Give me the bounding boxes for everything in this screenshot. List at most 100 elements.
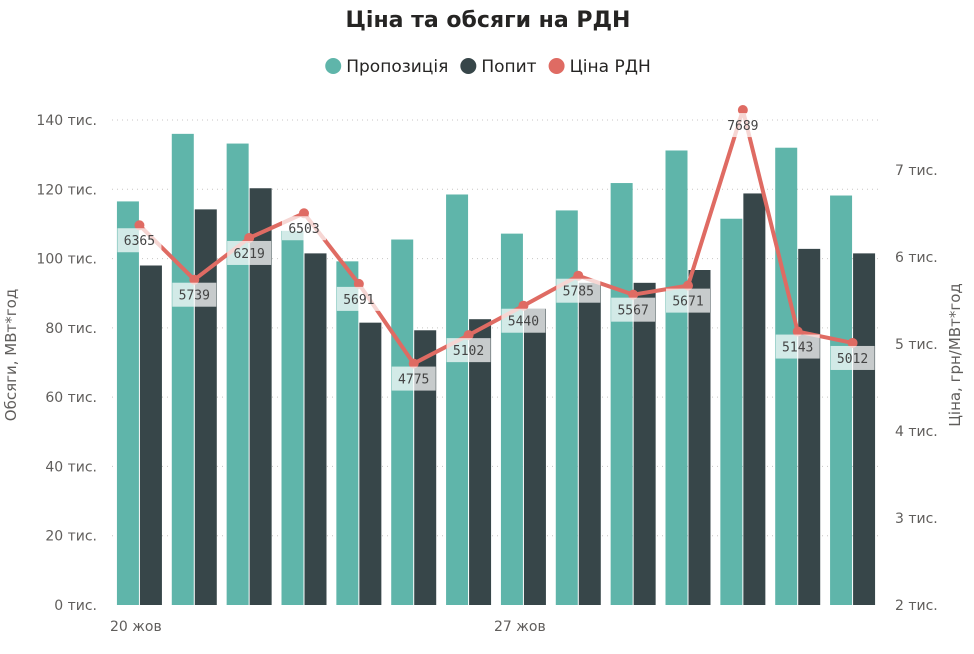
price-label-8: 5440	[508, 315, 539, 330]
bar-supply-14	[830, 195, 853, 605]
bar-demand-2	[194, 209, 217, 605]
price-label-1: 6365	[124, 234, 155, 249]
price-point-13	[792, 326, 803, 337]
price-line-layer	[134, 105, 858, 369]
bar-supply-13	[775, 147, 798, 605]
y-left-tick-label-1: 20 тис.	[45, 529, 97, 545]
price-label-bg-6	[391, 366, 436, 391]
price-label-2: 5739	[179, 289, 210, 304]
legend-label-3: Ціна РДН	[570, 57, 651, 77]
bar-supply-2	[171, 133, 194, 605]
price-line	[138, 108, 853, 366]
x-tick-label-8: 27 жов	[494, 619, 546, 635]
legend-item-2[interactable]: Попит	[460, 57, 537, 77]
price-label-bg-14	[830, 345, 875, 370]
legend-item-1[interactable]: Пропозиція	[325, 57, 448, 77]
price-label-10: 5567	[617, 304, 648, 319]
bar-demand-12	[743, 193, 766, 605]
bar-demand-1	[139, 265, 162, 605]
bar-demand-3	[249, 188, 272, 605]
bar-demand-9	[578, 282, 601, 605]
right-axis: 2 тис. 3 тис. 4 тис. 5 тис. 6 тис. 7 тис.	[895, 163, 938, 614]
price-point-1	[134, 220, 145, 231]
bar-demand-6	[414, 330, 437, 605]
price-label-bg-13	[775, 334, 820, 359]
price-label-bg-1	[117, 228, 162, 253]
x-axis: 20 жов 27 жов	[110, 619, 546, 635]
price-label-13: 5143	[782, 341, 813, 356]
price-label-bg-5	[336, 286, 381, 311]
price-point-3	[244, 232, 255, 243]
y-left-tick-label-6: 120 тис.	[36, 182, 97, 198]
price-label-bg-9	[556, 278, 601, 303]
y-right-tick-label-0: 2 тис.	[895, 598, 938, 614]
bar-demand-7	[469, 319, 492, 605]
legend-marker-3	[548, 58, 565, 74]
legend-item-3[interactable]: Ціна РДН	[548, 57, 651, 77]
bar-supply-1	[116, 201, 139, 606]
price-point-7	[463, 330, 474, 341]
y-left-tick-label-0: 0 тис.	[54, 598, 97, 614]
bar-supply-5	[336, 261, 359, 605]
chart-title: Ціна та обсяги на РДН	[346, 8, 631, 33]
price-label-12: 7689	[727, 119, 758, 134]
price-point-14	[847, 337, 858, 348]
price-label-11: 5671	[672, 295, 703, 310]
bar-supply-10	[610, 183, 633, 606]
price-label-bg-4	[282, 216, 326, 241]
price-label-bg-8	[501, 308, 546, 333]
left-axis: 0 тис. 20 тис. 40 тис. 60 тис. 80 тис. 100 ти…	[36, 113, 97, 614]
y-left-tick-label-4: 80 тис.	[45, 321, 97, 337]
price-label-bg-3	[227, 240, 272, 265]
legend-label-2: Попит	[481, 57, 536, 77]
y-right-tick-label-3: 5 тис.	[895, 337, 938, 353]
bar-demand-14	[853, 253, 876, 605]
price-label-bg-2	[172, 282, 217, 307]
price-point-9	[573, 270, 584, 281]
legend-label-1: Пропозиція	[346, 57, 448, 77]
price-point-2	[189, 274, 200, 285]
bar-supply-8	[500, 233, 523, 605]
price-label-9: 5785	[563, 285, 594, 300]
bar-supply-7	[446, 194, 469, 605]
y-right-tick-label-2: 4 тис.	[895, 424, 938, 440]
bar-supply-6	[391, 239, 414, 605]
legend-marker-1	[325, 58, 342, 74]
y-left-tick-label-5: 100 тис.	[36, 252, 97, 268]
y-axis-left-title: Обсяги, МВт*год	[2, 289, 20, 421]
price-label-bg-7	[446, 338, 491, 363]
y-left-tick-label-7: 140 тис.	[36, 113, 97, 129]
bar-demand-4	[304, 253, 327, 605]
price-point-12	[737, 105, 748, 116]
y-right-tick-label-5: 7 тис.	[895, 163, 938, 179]
price-point-4	[299, 208, 309, 219]
price-data-labels: 6365 5739 6219 6503 5691 4775 5102 5440 5785 5567…	[117, 113, 875, 391]
price-label-4: 6503	[288, 222, 319, 237]
y-right-tick-label-4: 6 тис.	[895, 250, 938, 266]
price-point-10	[628, 289, 639, 300]
bar-supply-11	[665, 150, 688, 605]
price-label-bg-12	[720, 113, 765, 138]
price-label-3: 6219	[233, 247, 264, 262]
y-left-tick-label-2: 40 тис.	[45, 459, 97, 475]
legend[interactable]: Пропозиція Попит Ціна РДН	[325, 57, 651, 77]
price-point-8	[518, 300, 529, 311]
bar-supply-12	[720, 218, 743, 605]
y-left-tick-label-3: 60 тис.	[45, 390, 97, 406]
bar-supply-4	[281, 230, 304, 605]
price-label-7: 5102	[453, 344, 484, 359]
price-label-14: 5012	[837, 352, 868, 367]
price-label-bg-11	[666, 288, 710, 313]
bar-supply-3	[226, 143, 249, 606]
x-tick-label-1: 20 жов	[110, 619, 162, 635]
bar-demand-11	[688, 270, 711, 605]
bar-demand-8	[523, 308, 546, 605]
bar-demand-10	[633, 282, 656, 605]
price-point-6	[408, 358, 419, 369]
price-label-5: 5691	[343, 293, 374, 308]
bars	[116, 133, 876, 606]
bar-demand-13	[798, 248, 821, 605]
legend-marker-2	[460, 58, 477, 74]
